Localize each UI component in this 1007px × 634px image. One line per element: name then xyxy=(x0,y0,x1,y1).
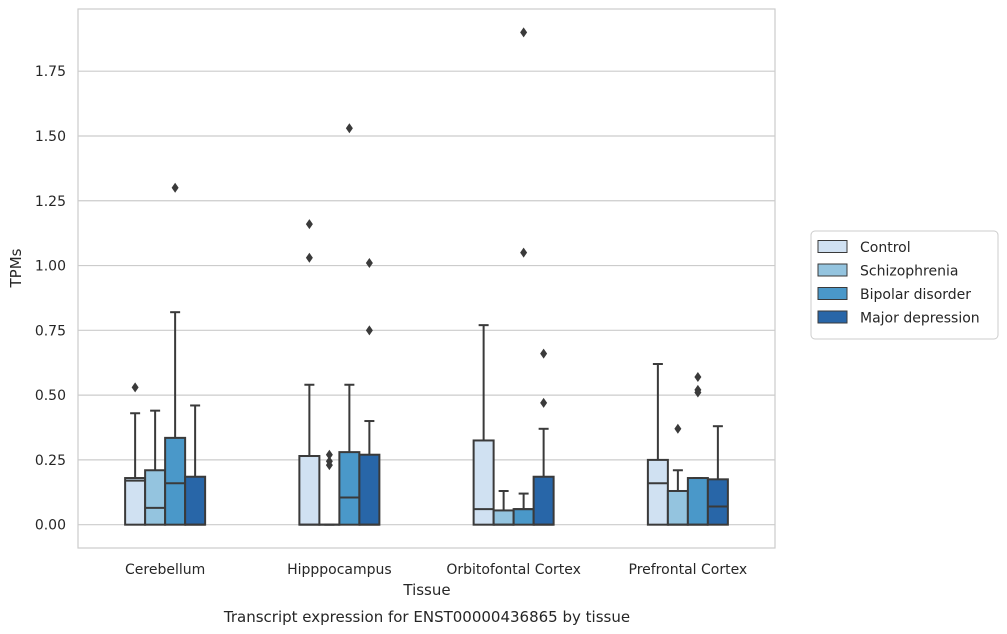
box-0-2 xyxy=(164,182,187,526)
box-3-1 xyxy=(666,423,689,526)
outlier-point xyxy=(305,219,313,230)
x-tick-label: Prefrontal Cortex xyxy=(629,562,748,578)
box-body xyxy=(358,453,381,526)
box-body xyxy=(124,477,147,526)
y-tick-label: 1.75 xyxy=(35,64,66,80)
y-tick-label: 0.00 xyxy=(35,518,66,534)
legend-label: Bipolar disorder xyxy=(860,287,971,303)
y-tick-label: 0.50 xyxy=(35,388,66,404)
y-tick-label: 0.75 xyxy=(35,323,66,339)
box-marks xyxy=(124,27,729,526)
outlier-point xyxy=(305,252,313,263)
legend-frame xyxy=(810,230,999,340)
legend-swatch xyxy=(817,287,848,300)
box-1-2 xyxy=(338,123,361,526)
box-body xyxy=(646,458,669,526)
box-body xyxy=(706,478,729,526)
x-tick-labels: Cerebellum Hipppocampus Orbitofontal Corte… xyxy=(125,562,747,578)
box-2-3 xyxy=(532,348,555,526)
box-body xyxy=(686,477,709,526)
outlier-point xyxy=(325,449,333,460)
box-1-0 xyxy=(298,219,321,526)
box-body xyxy=(492,509,515,526)
plot-frame xyxy=(77,8,776,549)
chart-caption: Transcript expression for ENST0000043686… xyxy=(223,608,630,626)
box-0-3 xyxy=(184,404,207,526)
outlier-point xyxy=(345,123,353,134)
box-2-1 xyxy=(492,489,515,526)
box-body xyxy=(144,469,167,526)
box-2-2 xyxy=(512,27,535,526)
outlier-point xyxy=(694,384,702,395)
x-axis-label: Tissue xyxy=(402,581,450,599)
box-body xyxy=(666,489,689,526)
y-tick-label: 1.00 xyxy=(35,259,66,275)
box-body xyxy=(532,475,555,526)
outlier-point xyxy=(520,27,528,38)
outlier-point xyxy=(325,456,333,467)
box-body xyxy=(512,508,535,526)
outlier-point xyxy=(674,423,682,434)
y-tick-label: 1.50 xyxy=(35,129,66,145)
x-tick-label: Orbitofontal Cortex xyxy=(446,562,581,578)
outlier-point xyxy=(540,348,548,359)
outlier-point xyxy=(540,397,548,408)
y-tick-labels: 0.00 0.25 0.50 0.75 1.00 1.25 1.50 1.75 xyxy=(35,64,66,533)
legend-label: Control xyxy=(860,240,911,256)
outlier-point xyxy=(131,382,139,393)
y-tick-label: 0.25 xyxy=(35,453,66,469)
legend: Control Schizophrenia Bipolar disorder Majo… xyxy=(810,230,999,340)
box-body xyxy=(164,436,187,526)
box-body xyxy=(338,451,361,526)
box-1-1 xyxy=(318,449,341,526)
box-3-0 xyxy=(646,363,669,526)
outlier-point xyxy=(171,182,179,193)
legend-swatch xyxy=(817,310,848,324)
box-body xyxy=(472,439,495,526)
legend-swatch xyxy=(817,240,848,253)
legend-swatch xyxy=(817,263,848,277)
x-tick-label: Cerebellum xyxy=(125,562,205,578)
box-1-3 xyxy=(358,257,381,526)
box-body xyxy=(298,455,321,526)
box-3-3 xyxy=(706,425,729,526)
outlier-point xyxy=(365,257,373,268)
x-tick-label: Hipppocampus xyxy=(287,562,392,578)
y-axis-label: TPMs xyxy=(7,248,25,288)
box-2-0 xyxy=(472,324,495,526)
outlier-point xyxy=(694,371,702,382)
outlier-point xyxy=(365,325,373,336)
box-0-0 xyxy=(124,382,147,526)
legend-label: Schizophrenia xyxy=(860,264,958,280)
box-body xyxy=(184,475,207,526)
box-0-1 xyxy=(144,409,167,526)
y-tick-label: 1.25 xyxy=(35,194,66,210)
legend-label: Major depression xyxy=(860,311,980,327)
outlier-point xyxy=(520,247,528,258)
